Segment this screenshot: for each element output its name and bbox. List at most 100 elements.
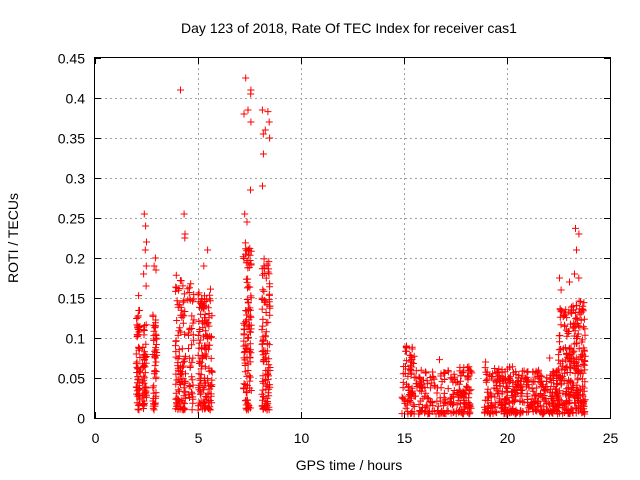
data-point xyxy=(261,126,269,134)
data-point xyxy=(188,358,196,366)
data-point xyxy=(180,290,188,298)
data-point xyxy=(189,319,197,327)
data-point xyxy=(538,393,546,401)
data-point xyxy=(149,384,157,392)
data-point xyxy=(261,398,269,406)
data-point xyxy=(399,378,407,386)
data-point xyxy=(246,312,254,320)
data-point xyxy=(132,350,140,358)
data-point xyxy=(247,387,255,394)
data-point xyxy=(465,363,473,371)
data-point xyxy=(139,378,146,386)
data-point xyxy=(455,386,463,394)
data-point xyxy=(178,396,186,404)
data-point xyxy=(243,389,251,396)
data-point xyxy=(208,368,216,376)
data-point xyxy=(153,351,161,359)
data-point xyxy=(410,403,418,410)
data-point xyxy=(403,342,410,350)
data-point xyxy=(195,370,203,378)
y-tick-label: 0.45 xyxy=(58,51,85,67)
data-point xyxy=(241,381,249,388)
data-point xyxy=(579,369,587,377)
data-point xyxy=(484,385,492,393)
data-point xyxy=(181,308,189,315)
data-point xyxy=(561,310,569,318)
data-point xyxy=(265,341,273,349)
data-point xyxy=(178,345,186,353)
y-axis-label: ROTI / TECUs xyxy=(5,193,21,283)
data-point xyxy=(150,406,158,414)
data-point xyxy=(179,362,187,370)
data-point xyxy=(153,335,161,343)
data-point xyxy=(546,354,554,362)
data-point xyxy=(400,395,408,403)
data-point xyxy=(150,327,158,335)
data-point xyxy=(573,335,580,342)
data-point xyxy=(567,364,575,372)
data-point xyxy=(246,304,254,312)
data-point xyxy=(135,376,143,384)
data-point xyxy=(555,387,563,395)
axis-ticks: 0 0.05 0.1 0.15 0.2 0.25 0.3 0.35 0.4 0.45 0 5 10 15 2… xyxy=(58,51,619,447)
data-point xyxy=(259,182,266,190)
plot-frame xyxy=(94,57,611,419)
data-point xyxy=(244,367,252,374)
data-point xyxy=(574,374,582,382)
data-point xyxy=(422,401,430,409)
data-point xyxy=(259,150,267,158)
data-point xyxy=(140,210,148,218)
data-point xyxy=(151,347,159,355)
data-point xyxy=(556,346,564,354)
data-point xyxy=(447,374,455,382)
data-point xyxy=(566,363,574,371)
data-point xyxy=(202,302,210,310)
data-point xyxy=(140,405,147,412)
data-point xyxy=(552,385,560,393)
y-tick-label: 0.15 xyxy=(58,291,85,307)
data-point xyxy=(402,363,409,370)
data-point xyxy=(572,309,580,316)
data-point xyxy=(553,390,561,398)
data-point xyxy=(133,315,141,322)
data-point xyxy=(176,324,184,332)
data-point xyxy=(177,277,185,285)
data-point xyxy=(244,334,252,342)
data-point xyxy=(259,351,267,359)
data-point xyxy=(188,390,196,398)
data-point xyxy=(173,317,181,324)
data-point xyxy=(200,262,208,270)
data-point xyxy=(179,298,187,306)
data-point xyxy=(181,387,189,395)
data-point xyxy=(573,365,581,373)
data-point xyxy=(180,297,188,305)
data-point xyxy=(482,377,490,384)
data-point xyxy=(149,312,157,320)
data-point xyxy=(247,86,255,94)
data-point xyxy=(528,385,536,393)
data-point xyxy=(152,344,160,352)
data-point xyxy=(540,410,548,418)
data-point xyxy=(523,373,531,381)
data-point xyxy=(245,372,253,380)
data-point xyxy=(484,402,492,410)
data-point xyxy=(259,315,267,323)
data-point xyxy=(265,385,273,393)
data-point xyxy=(206,291,214,299)
data-point xyxy=(457,372,465,380)
data-point xyxy=(266,302,274,310)
data-point xyxy=(487,399,495,407)
data-point xyxy=(264,268,272,276)
data-point xyxy=(463,382,470,390)
data-point xyxy=(194,332,202,339)
data-point xyxy=(486,410,494,418)
data-point xyxy=(423,380,431,388)
data-point xyxy=(136,368,143,376)
data-point xyxy=(577,404,585,412)
data-point xyxy=(259,322,267,330)
data-point xyxy=(243,247,251,255)
data-point xyxy=(577,298,584,305)
data-point xyxy=(416,374,424,382)
data-point xyxy=(262,328,270,336)
